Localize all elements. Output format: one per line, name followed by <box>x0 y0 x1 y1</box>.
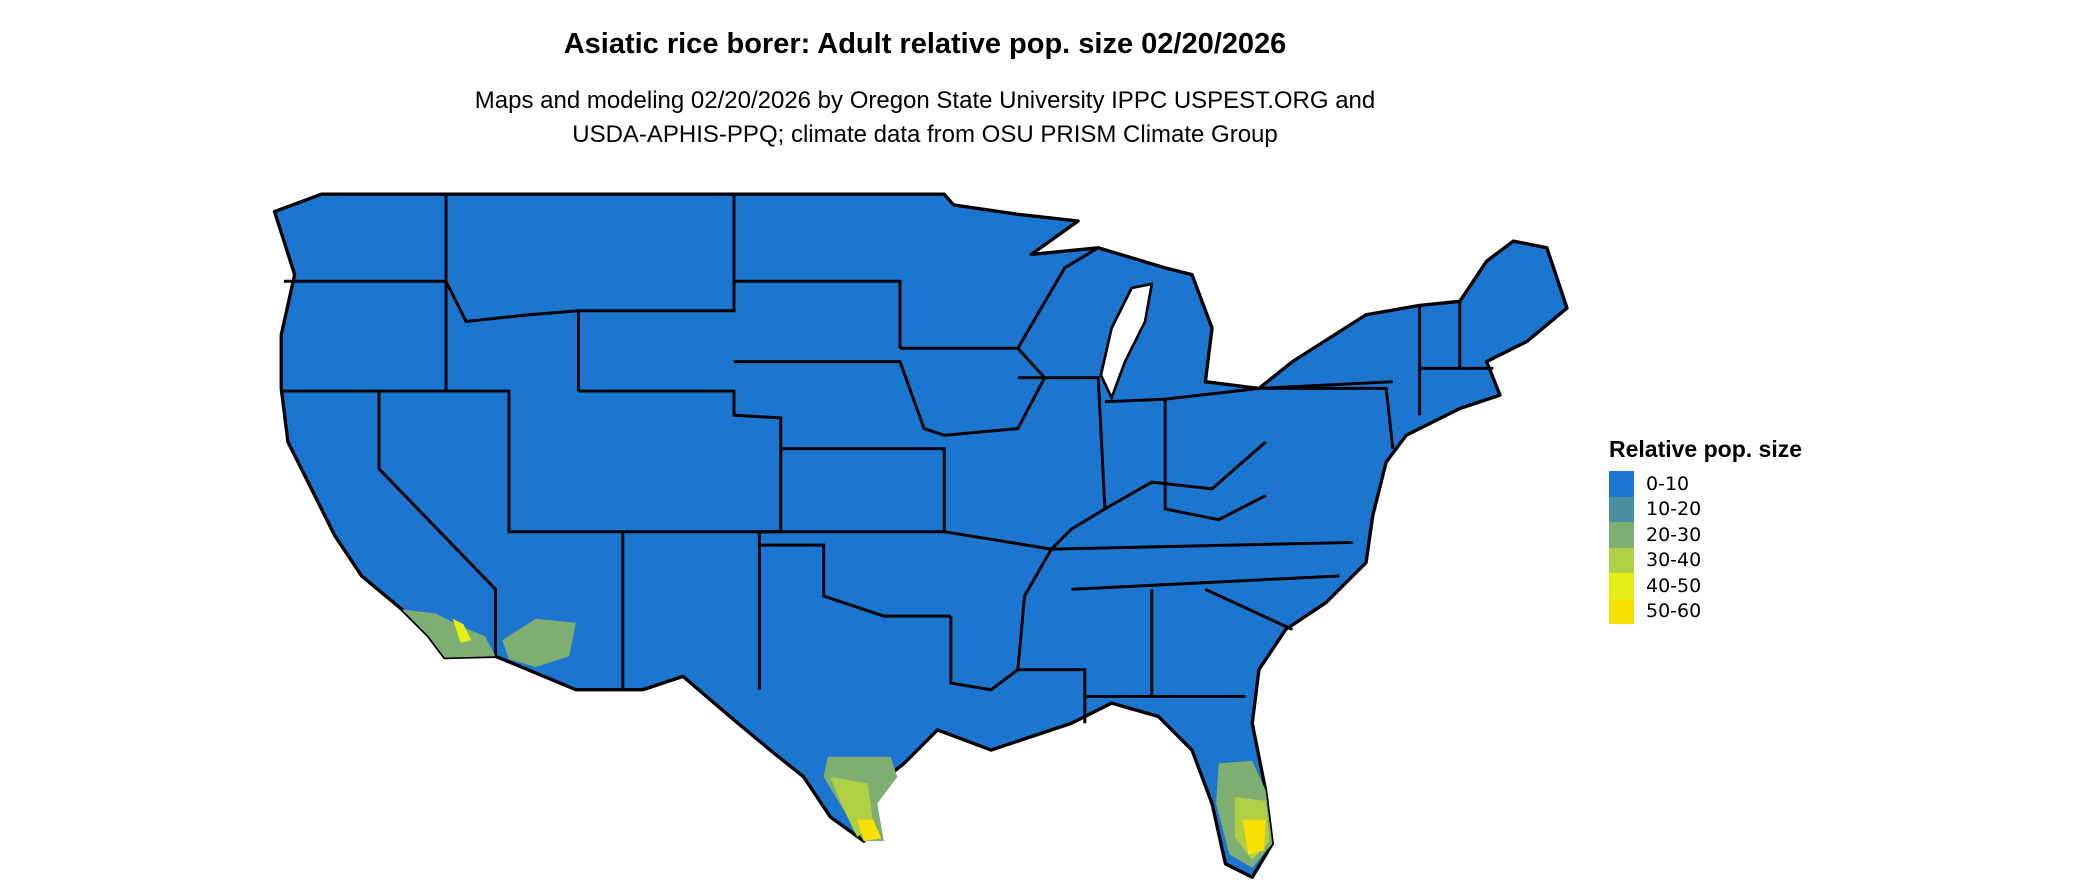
legend-label: 0-10 <box>1646 472 1690 495</box>
us-outline <box>272 192 1569 879</box>
legend-swatch <box>1609 598 1634 624</box>
legend: Relative pop. size 0-10 10-20 20-30 30-40 40… <box>1609 436 1802 624</box>
socal-hot <box>452 618 472 643</box>
legend-swatch <box>1609 496 1634 522</box>
legend-label: 10-20 <box>1646 498 1702 521</box>
elevated-population-areas <box>401 609 1273 868</box>
legend-item: 10-20 <box>1609 496 1802 522</box>
legend-item: 20-30 <box>1609 522 1802 548</box>
legend-swatch <box>1609 573 1634 599</box>
legend-item: 0-10 <box>1609 471 1802 497</box>
florida-max <box>1242 819 1266 855</box>
legend-swatch <box>1609 471 1634 497</box>
texas-max <box>857 819 882 842</box>
legend-label: 40-50 <box>1646 574 1702 597</box>
legend-item: 30-40 <box>1609 547 1802 573</box>
arizona-area <box>502 618 576 667</box>
legend-label: 30-40 <box>1646 549 1702 572</box>
legend-item: 40-50 <box>1609 573 1802 599</box>
lake-michigan <box>1099 282 1154 402</box>
legend-title: Relative pop. size <box>1609 436 1803 462</box>
legend-item: 50-60 <box>1609 598 1802 624</box>
map-title: Asiatic rice borer: Adult relative pop. … <box>563 28 1287 60</box>
state-borders <box>281 194 1494 724</box>
map-subtitle: Maps and modeling 02/20/2026 by Oregon S… <box>0 84 1850 152</box>
subtitle-line: USDA-APHIS-PPQ; climate data from OSU PR… <box>572 121 1278 148</box>
legend-swatch <box>1609 522 1634 548</box>
socal-area <box>401 609 496 658</box>
legend-label: 50-60 <box>1646 600 1702 623</box>
legend-label: 20-30 <box>1646 523 1702 546</box>
subtitle-line: Maps and modeling 02/20/2026 by Oregon S… <box>474 87 1376 114</box>
legend-swatch <box>1609 547 1634 573</box>
